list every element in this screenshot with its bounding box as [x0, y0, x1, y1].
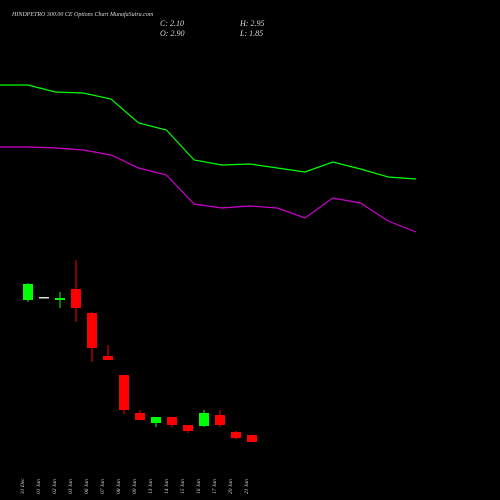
x-tick-label: 31 Dec — [20, 478, 26, 495]
x-tick-label: 16 Jan — [196, 479, 202, 494]
close-label: C: 2.10 — [160, 19, 184, 28]
low-label: L: 1.85 — [239, 29, 263, 38]
candle-body — [247, 435, 257, 442]
x-tick-label: 06 Jan — [84, 479, 90, 494]
x-tick-label: 15 Jan — [180, 479, 186, 494]
candle-body — [23, 284, 33, 300]
line-series — [0, 146, 417, 233]
candle-body — [199, 413, 209, 426]
candle-body — [103, 356, 113, 360]
x-tick-label: 09 Jan — [132, 479, 138, 494]
candle-body — [135, 413, 145, 420]
open-label: O: 2.90 — [160, 29, 184, 38]
chart-title: HINDPETRO 300.00 CE Options Chart Munafa… — [11, 11, 154, 18]
candle-body — [183, 425, 193, 431]
x-tick-label: 01 Jan — [36, 479, 42, 494]
x-tick-label: 20 Jan — [228, 479, 234, 494]
candle-body — [151, 417, 161, 423]
high-label: H: 2.95 — [239, 19, 264, 28]
x-tick-label: 03 Jan — [68, 479, 74, 494]
x-tick-label: 17 Jan — [212, 479, 218, 494]
candle-body — [55, 298, 65, 300]
x-tick-label: 13 Jan — [148, 479, 154, 494]
candle-body — [39, 297, 49, 299]
candle-body — [167, 417, 177, 425]
candle-body — [71, 289, 81, 308]
candle-body — [215, 415, 225, 425]
x-tick-label: 14 Jan — [163, 479, 170, 494]
line-series — [0, 84, 417, 180]
candle-body — [231, 432, 241, 438]
candle-body — [87, 313, 97, 348]
candle-body — [119, 375, 129, 410]
x-tick-label: 08 Jan — [116, 479, 122, 494]
x-tick-label: 07 Jan — [100, 479, 106, 494]
x-tick-label: 21 Jan — [244, 479, 250, 494]
x-tick-label: 02 Jan — [52, 479, 58, 494]
